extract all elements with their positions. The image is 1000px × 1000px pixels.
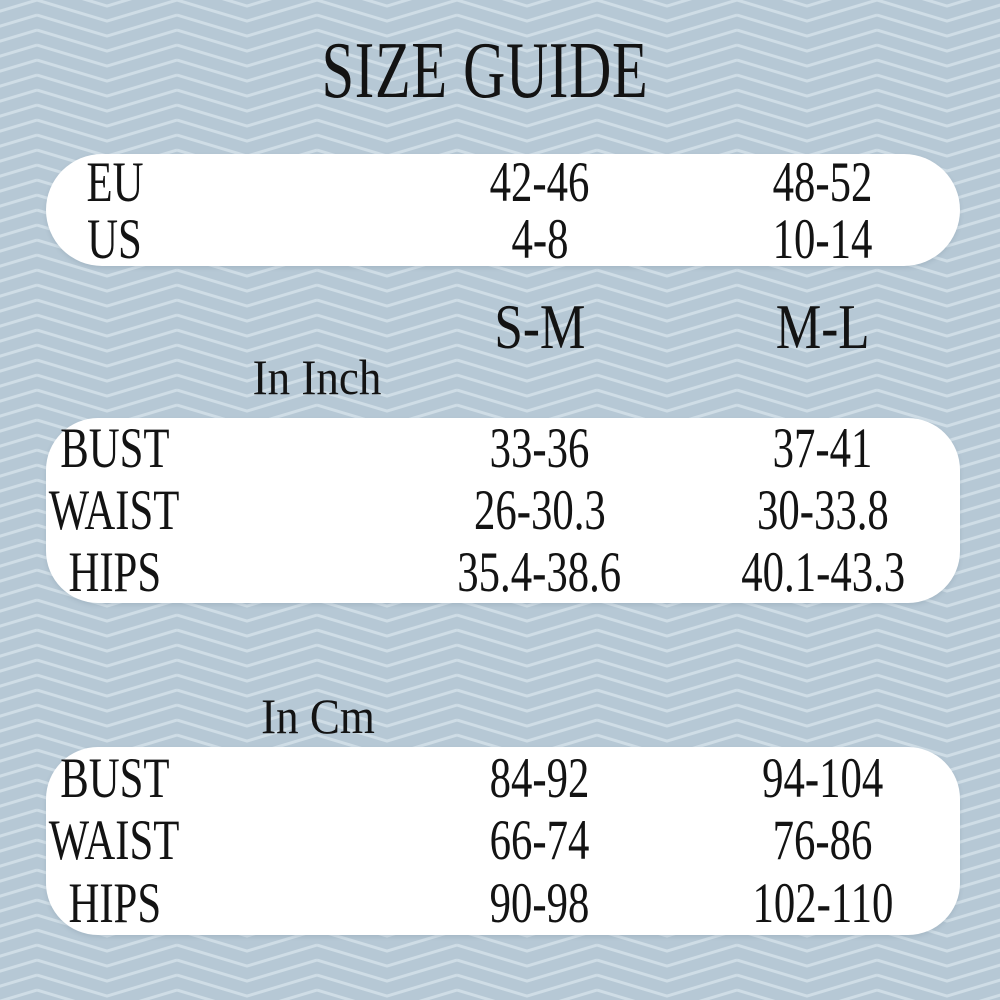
cell-bust-inch-ml: 37-41 bbox=[772, 417, 873, 481]
cm-measurements-card: BUST 84-92 94-104 WAIST 66-74 76-86 HIPS… bbox=[46, 747, 960, 935]
row-label-hips: HIPS bbox=[68, 872, 161, 936]
cell-eu-sm: 42-46 bbox=[489, 151, 590, 214]
cell-waist-cm-ml: 76-86 bbox=[772, 809, 873, 873]
row-label-us: US bbox=[87, 208, 142, 271]
cell-waist-cm-sm: 66-74 bbox=[489, 809, 590, 873]
column-headers: S-M M-L bbox=[46, 292, 960, 362]
cell-bust-cm-sm: 84-92 bbox=[489, 746, 590, 810]
table-row-waist-cm: WAIST 66-74 76-86 bbox=[46, 810, 960, 873]
table-row-bust-cm: BUST 84-92 94-104 bbox=[46, 747, 960, 810]
row-label-waist: WAIST bbox=[49, 809, 180, 873]
inch-measurements-card: BUST 33-36 37-41 WAIST 26-30.3 30-33.8 H… bbox=[46, 418, 960, 603]
row-label-eu: EU bbox=[86, 151, 144, 214]
cell-hips-cm-ml: 102-110 bbox=[752, 872, 894, 936]
table-row-hips-inch: HIPS 35.4-38.6 40.1-43.3 bbox=[46, 541, 960, 603]
section-label-inch: In Inch bbox=[252, 349, 382, 405]
cell-bust-inch-sm: 33-36 bbox=[489, 417, 590, 481]
cell-bust-cm-ml: 94-104 bbox=[762, 746, 884, 810]
cell-waist-inch-ml: 30-33.8 bbox=[756, 478, 889, 542]
table-row-hips-cm: HIPS 90-98 102-110 bbox=[46, 872, 960, 935]
size-systems-card: EU 42-46 48-52 US 4-8 10-14 bbox=[46, 154, 960, 268]
table-row-eu: EU 42-46 48-52 bbox=[46, 154, 960, 211]
table-row-bust-inch: BUST 33-36 37-41 bbox=[46, 418, 960, 480]
column-header-sm: S-M bbox=[494, 291, 586, 362]
cell-hips-inch-ml: 40.1-43.3 bbox=[740, 540, 905, 604]
section-label-cm: In Cm bbox=[261, 688, 375, 744]
table-row-us: US 4-8 10-14 bbox=[46, 211, 960, 268]
cell-us-ml: 10-14 bbox=[772, 208, 873, 271]
cell-us-sm: 4-8 bbox=[511, 208, 569, 271]
cell-hips-cm-sm: 90-98 bbox=[489, 872, 590, 936]
page-title: SIZE GUIDE bbox=[321, 27, 649, 115]
cell-hips-inch-sm: 35.4-38.6 bbox=[457, 540, 622, 604]
column-header-ml: M-L bbox=[775, 291, 870, 362]
cell-eu-ml: 48-52 bbox=[772, 151, 873, 214]
row-label-bust: BUST bbox=[59, 746, 170, 810]
row-label-waist: WAIST bbox=[49, 478, 180, 542]
row-label-hips: HIPS bbox=[68, 540, 161, 604]
row-label-bust: BUST bbox=[59, 417, 170, 481]
table-row-waist-inch: WAIST 26-30.3 30-33.8 bbox=[46, 480, 960, 542]
cell-waist-inch-sm: 26-30.3 bbox=[473, 478, 606, 542]
